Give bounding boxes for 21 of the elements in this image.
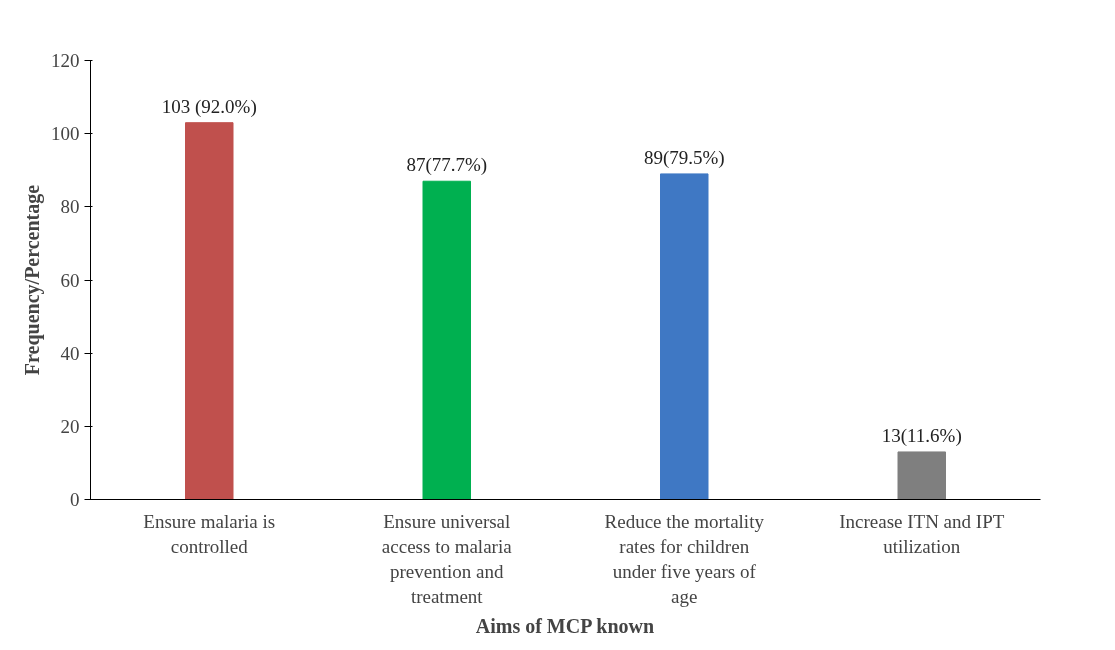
y-axis-title: Frequency/Percentage [21,184,44,376]
x-axis-title: Aims of MCP known [475,615,655,638]
data-label: 103 (92.0%) [161,95,257,118]
bar [185,122,234,500]
y-tick-label: 60 [60,269,80,291]
x-tick-label: Reduce the mortality rates for children under five years of age [604,510,765,608]
x-tick-label: Ensure universal access to malaria prevention and treatment [381,510,513,608]
x-tick-label: Ensure malaria is controlled [143,510,276,557]
y-tick-label: 100 [51,123,80,145]
bar [422,180,471,500]
bar [897,451,946,500]
y-tick-label: 120 [51,50,80,71]
data-label: 87(77.7%) [406,154,488,177]
y-tick-label: 20 [60,415,80,437]
y-tick-label: 40 [60,342,80,364]
data-label: 89(79.5%) [643,146,725,169]
bar [660,173,709,500]
x-tick-label: Increase ITN and IPT utilization [839,510,1005,557]
data-label: 13(11.6%) [881,424,962,447]
y-tick-label: 0 [70,489,80,510]
y-tick-label: 80 [60,196,80,218]
